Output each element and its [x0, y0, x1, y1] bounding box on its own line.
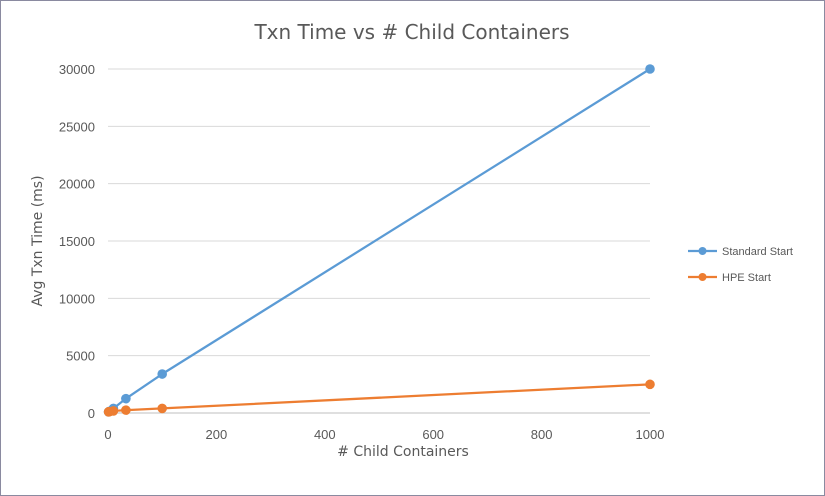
legend-label: Standard Start	[722, 246, 793, 258]
y-tick-label: 10000	[59, 291, 95, 306]
data-point	[645, 379, 655, 390]
y-tick-label: 0	[88, 406, 95, 421]
chart-title: Txn Time vs # Child Containers	[253, 20, 569, 44]
data-point	[121, 405, 131, 415]
data-point	[157, 369, 167, 379]
gridlines	[108, 68, 650, 357]
x-tick-label: 800	[531, 427, 553, 442]
data-point	[645, 64, 655, 74]
data-point	[108, 406, 119, 416]
legend: Standard Start HPE Start	[688, 246, 793, 284]
x-tick-label: 400	[314, 427, 336, 442]
series-1	[103, 379, 655, 417]
y-axis-label: Avg Txn Time (ms)	[30, 175, 46, 306]
data-point	[121, 393, 131, 404]
x-tick-label: 600	[422, 427, 444, 442]
legend-item: Standard Start	[688, 246, 793, 258]
legend-label: HPE Start	[722, 272, 771, 284]
series-line	[108, 383, 651, 413]
series-line	[108, 68, 651, 413]
axes: 0 5000 10000 15000 20000 25000 30000 0 200 400 600…	[59, 62, 665, 442]
y-tick-label: 5000	[66, 349, 95, 364]
y-tick-label: 25000	[59, 119, 95, 134]
legend-item: HPE Start	[688, 272, 771, 284]
x-tick-label: 0	[104, 427, 111, 442]
x-axis-label: # Child Containers	[337, 444, 469, 460]
x-tick-label: 200	[206, 427, 228, 442]
y-tick-label: 15000	[59, 234, 95, 249]
data-point	[157, 403, 167, 414]
legend-swatch-marker	[698, 247, 707, 255]
x-tick-label: 1000	[636, 427, 665, 442]
legend-swatch-marker	[698, 273, 707, 281]
y-tick-label: 20000	[59, 177, 95, 192]
series-0	[103, 64, 655, 417]
y-tick-label: 30000	[59, 62, 95, 77]
series-group	[103, 64, 655, 417]
